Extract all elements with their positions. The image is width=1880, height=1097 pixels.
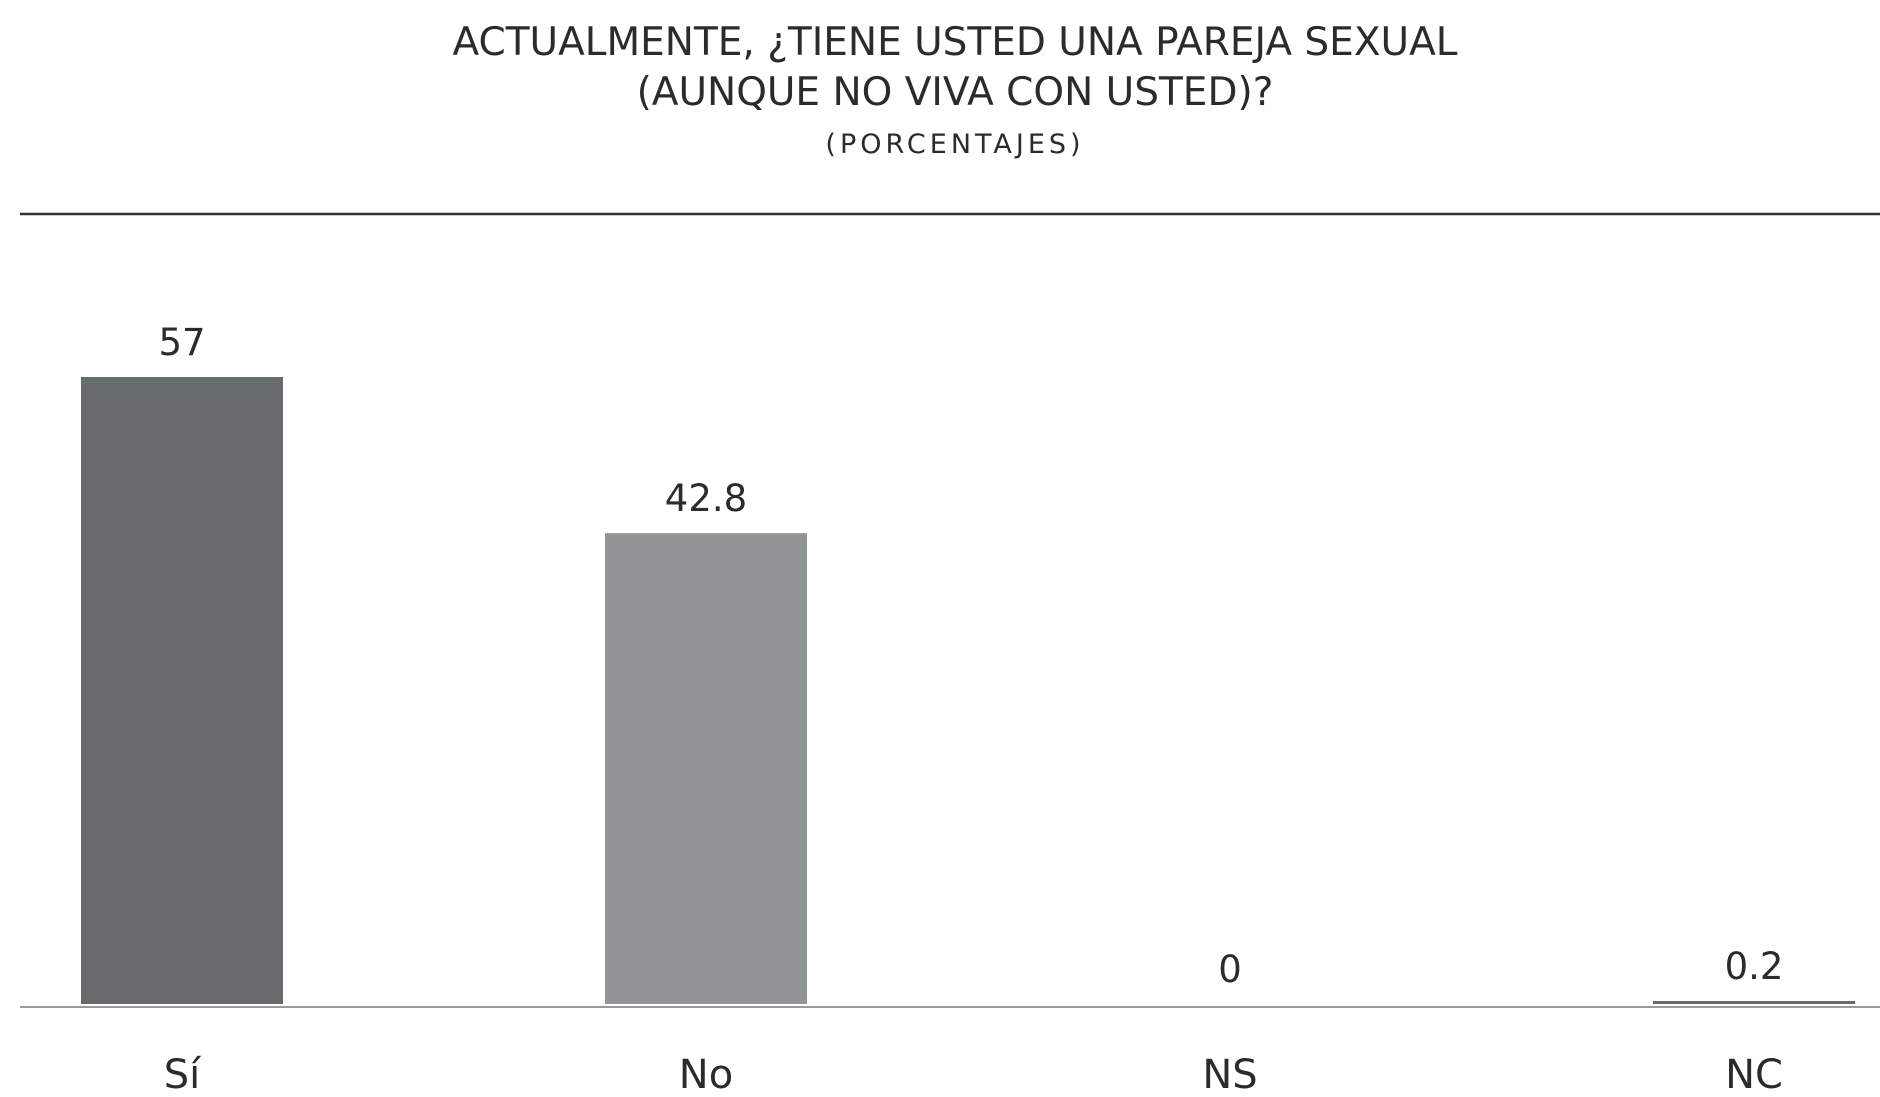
chart-title-line-2: (AUNQUE NO VIVA CON USTED)? [637,70,1274,115]
category-label-3: NC [1725,1052,1783,1093]
bars-layer: 57 42.8 0 0.2 [81,321,1855,1004]
chart-title-line-1: ACTUALMENTE, ¿TIENE USTED UNA PAREJA SEX… [453,20,1458,65]
bar-1 [605,533,807,1004]
bar-3 [1653,1001,1855,1004]
bar-value-label-2: 0 [1218,948,1242,991]
bar-value-label-3: 0.2 [1725,945,1784,988]
bar-value-label-0: 57 [158,321,205,364]
category-label-1: No [679,1052,733,1093]
bar-0 [81,377,283,1004]
category-labels-layer: Sí No NS NC [164,1052,1783,1097]
category-label-0: Sí [164,1052,202,1093]
chart-subtitle: (PORCENTAJES) [825,129,1084,160]
category-label-2: NS [1202,1052,1257,1093]
bar-value-label-1: 42.8 [665,477,747,520]
